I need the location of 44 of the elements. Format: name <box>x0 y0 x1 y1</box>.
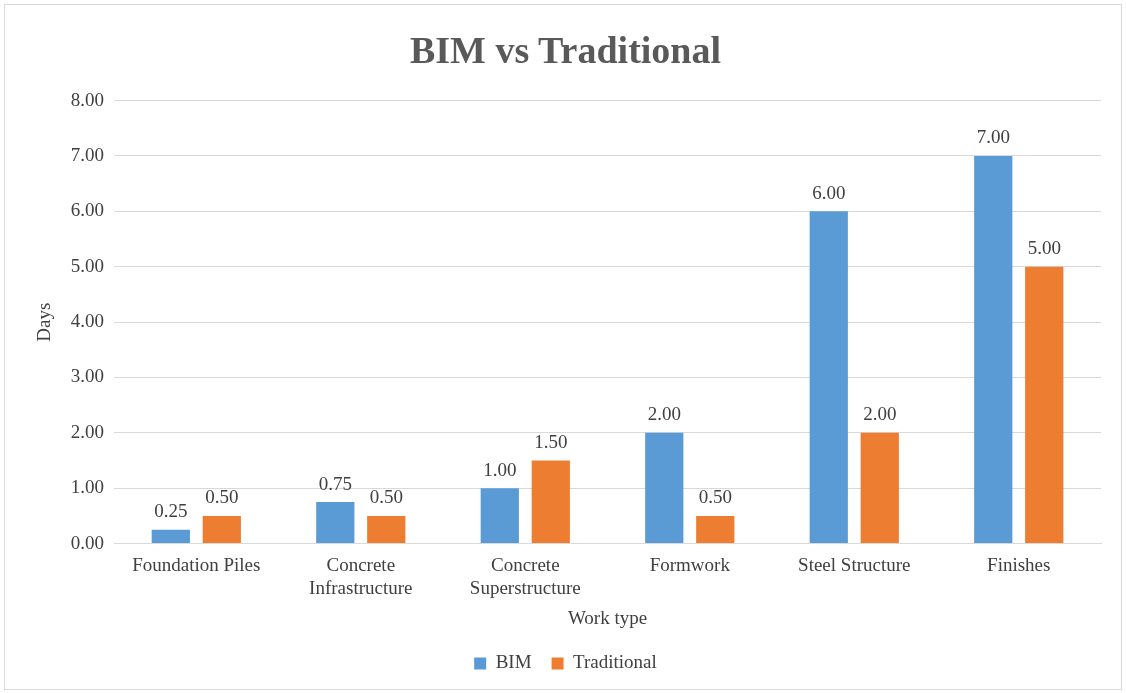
y-tick-label: 3.00 <box>70 365 105 387</box>
y-tick-label: 7.00 <box>70 143 105 165</box>
bar <box>316 502 355 544</box>
data-label: 1.50 <box>534 431 568 453</box>
y-axis-title: Days <box>33 302 55 342</box>
bar <box>202 515 241 544</box>
data-label: 0.50 <box>698 486 732 508</box>
x-tick-label: Foundation Piles <box>132 553 261 575</box>
y-tick-label: 0.00 <box>70 531 105 553</box>
bar <box>974 155 1013 544</box>
bar <box>367 515 406 544</box>
bar <box>151 529 190 544</box>
data-label: 0.50 <box>205 486 239 508</box>
legend-label: Traditional <box>573 651 657 673</box>
data-label: 6.00 <box>812 181 846 203</box>
x-tick-label: Concrete Superstructure <box>469 553 581 598</box>
x-tick-label: Formwork <box>649 553 731 575</box>
y-tick-label: 5.00 <box>70 254 105 276</box>
data-label: 7.00 <box>976 126 1010 148</box>
data-label: 2.00 <box>863 403 897 425</box>
bar <box>809 211 848 544</box>
y-tick-label: 8.00 <box>70 88 105 110</box>
y-tick-label: 2.00 <box>70 420 105 442</box>
y-tick-label: 6.00 <box>70 199 105 221</box>
data-label: 1.00 <box>483 458 517 480</box>
data-label: 2.00 <box>647 403 681 425</box>
data-label: 0.25 <box>154 500 188 522</box>
data-label: 0.50 <box>369 486 403 508</box>
legend-label: BIM <box>495 651 532 673</box>
y-tick-label: 1.00 <box>70 476 105 498</box>
bar <box>696 515 735 544</box>
bar <box>480 488 519 544</box>
bar <box>531 460 570 544</box>
data-label: 5.00 <box>1027 237 1061 259</box>
chart-title: BIM vs Traditional <box>409 28 722 71</box>
bar <box>645 432 684 544</box>
bar <box>860 432 899 544</box>
x-tick-label: Steel Structure <box>798 553 911 575</box>
y-tick-label: 4.00 <box>70 310 105 332</box>
x-axis-title: Work type <box>567 606 648 628</box>
bar <box>1025 266 1064 544</box>
data-label: 0.75 <box>318 472 352 494</box>
x-tick-label: Finishes <box>987 553 1051 575</box>
x-tick-label: Concrete Infrastructure <box>309 553 413 598</box>
